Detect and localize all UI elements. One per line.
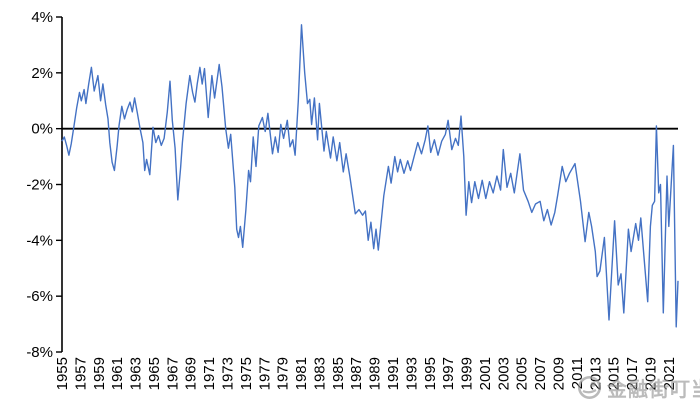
x-axis-tick-label: 2019 [642, 357, 659, 390]
x-axis-tick-label: 1969 [183, 357, 200, 390]
x-axis-tick-label: 2015 [606, 357, 623, 390]
x-axis-tick-label: 1977 [256, 357, 273, 390]
x-axis-tick-label: 1957 [72, 357, 89, 390]
x-axis-tick-label: 2009 [550, 357, 567, 390]
x-axis-tick-label: 1997 [440, 357, 457, 390]
x-axis-tick-label: 2011 [569, 357, 586, 389]
x-axis-tick-label: 2005 [514, 357, 531, 390]
y-axis-tick-label: 2% [31, 65, 53, 82]
x-axis-tick-label: 1955 [54, 357, 71, 390]
x-axis-tick-label: 2001 [477, 357, 494, 390]
x-axis-tick-label: 1979 [275, 357, 292, 390]
y-axis: 4% 2% 0% -2% -4% -6% -8% [26, 9, 678, 361]
x-axis-tick-label: 1967 [164, 357, 181, 390]
x-axis-tick-label: 1989 [367, 357, 384, 390]
x-axis: 1955 1957 1959 1961 1963 1965 1967 1969 1971 1973… [54, 357, 678, 390]
x-axis-tick-label: 1959 [91, 357, 108, 390]
y-axis-tick-label: -8% [26, 344, 53, 361]
x-axis-tick-label: 2013 [587, 357, 604, 390]
x-axis-tick-label: 1961 [109, 357, 126, 390]
x-axis-tick-label: 1965 [146, 357, 163, 390]
x-axis-tick-label: 1973 [219, 357, 236, 390]
x-axis-tick-label: 1983 [311, 357, 328, 390]
x-axis-tick-label: 1971 [201, 357, 218, 390]
x-axis-tick-label: 1995 [422, 357, 439, 390]
x-axis-tick-label: 1987 [348, 357, 365, 390]
x-axis-tick-label: 1981 [293, 357, 310, 390]
x-axis-tick-label: 1991 [385, 357, 402, 390]
x-axis-tick-label: 1993 [403, 357, 420, 390]
x-axis-tick-label: 1975 [238, 357, 255, 390]
x-axis-tick-label: 2003 [495, 357, 512, 390]
x-axis-tick-label: 1985 [330, 357, 347, 390]
x-axis-tick-label: 1999 [459, 357, 476, 390]
y-axis-tick-label: -4% [26, 232, 53, 249]
y-axis-tick-label: 0% [31, 121, 53, 138]
data-series-line [61, 24, 679, 328]
x-axis-tick-label: 2017 [624, 357, 641, 390]
y-axis-tick-label: 4% [31, 9, 53, 26]
x-axis-tick-label: 2021 [661, 357, 678, 390]
x-axis-tick-label: 2007 [532, 357, 549, 390]
y-axis-tick-label: -6% [26, 288, 53, 305]
y-axis-tick-label: -2% [26, 177, 53, 194]
x-axis-tick-label: 1963 [128, 357, 145, 390]
